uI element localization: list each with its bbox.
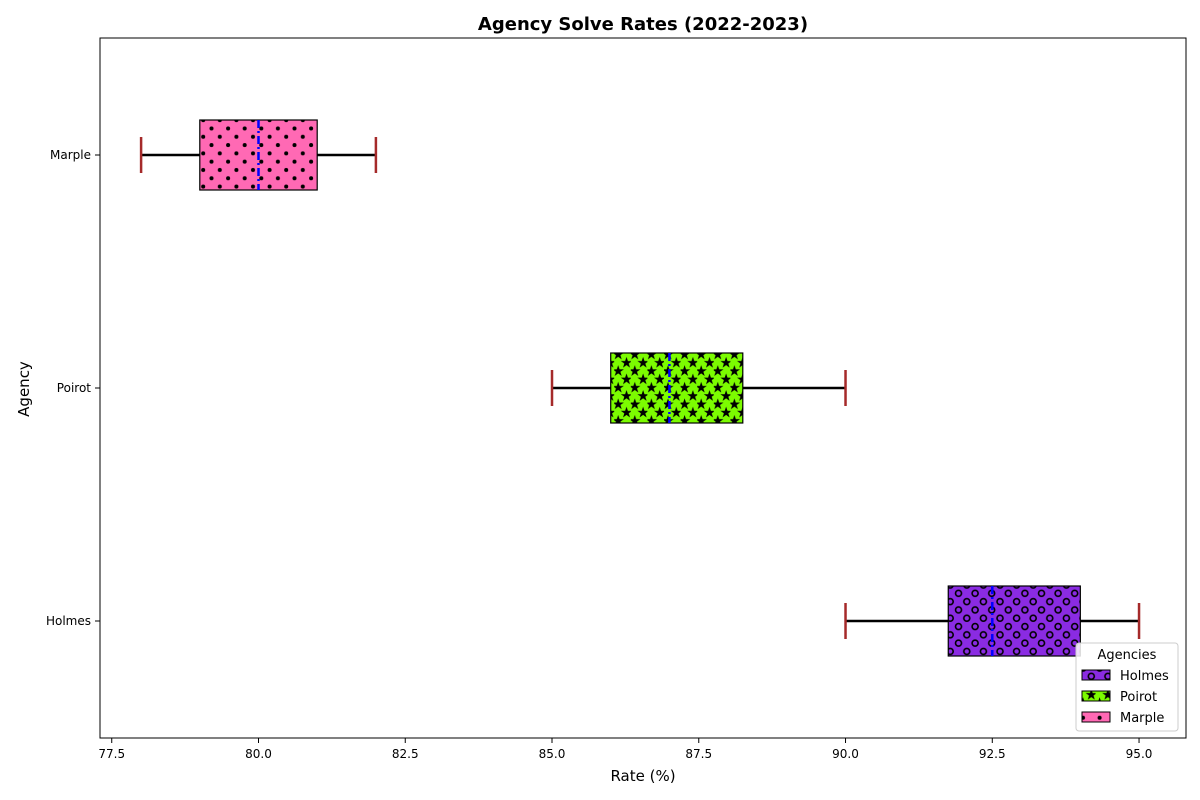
legend-title: Agencies	[1098, 648, 1157, 663]
chart-title: Agency Solve Rates (2022-2023)	[478, 14, 808, 35]
legend-label: Poirot	[1120, 690, 1157, 705]
legend-item-poirot: Poirot	[1081, 690, 1157, 705]
x-axis-label: Rate (%)	[610, 767, 675, 785]
legend-swatch	[1081, 669, 1111, 681]
box-group	[139, 119, 1141, 657]
x-tick-label: 77.5	[98, 747, 125, 761]
x-tick-label: 82.5	[392, 747, 419, 761]
x-tick-label: 92.5	[979, 747, 1006, 761]
legend-item-holmes: Holmes	[1081, 669, 1169, 684]
y-tick-label: Marple	[50, 148, 91, 162]
y-axis-ticks: Holmes Poirot Marple	[46, 148, 100, 628]
x-axis-ticks: 77.5 80.0 82.5 85.0 87.5 90.0 92.5 95.0	[98, 738, 1152, 761]
box-body	[947, 585, 1081, 657]
x-tick-label: 95.0	[1126, 747, 1153, 761]
box-holmes	[844, 585, 1141, 657]
legend-swatch	[1081, 690, 1111, 702]
x-tick-label: 90.0	[832, 747, 859, 761]
x-tick-label: 87.5	[685, 747, 712, 761]
x-tick-label: 85.0	[539, 747, 566, 761]
y-tick-label: Holmes	[46, 614, 91, 628]
box-marple	[139, 119, 378, 191]
legend-label: Holmes	[1120, 669, 1169, 684]
y-tick-label: Poirot	[57, 381, 91, 395]
box-body	[610, 352, 744, 424]
legend-label: Marple	[1120, 711, 1164, 726]
x-tick-label: 80.0	[245, 747, 272, 761]
legend-swatch	[1081, 711, 1111, 723]
y-axis-label: Agency	[15, 361, 33, 417]
box-poirot	[550, 352, 847, 424]
legend-frame	[1075, 642, 1179, 732]
legend-item-marple: Marple	[1081, 711, 1164, 726]
legend: Agencies Holmes Poirot Marple	[1075, 642, 1179, 732]
